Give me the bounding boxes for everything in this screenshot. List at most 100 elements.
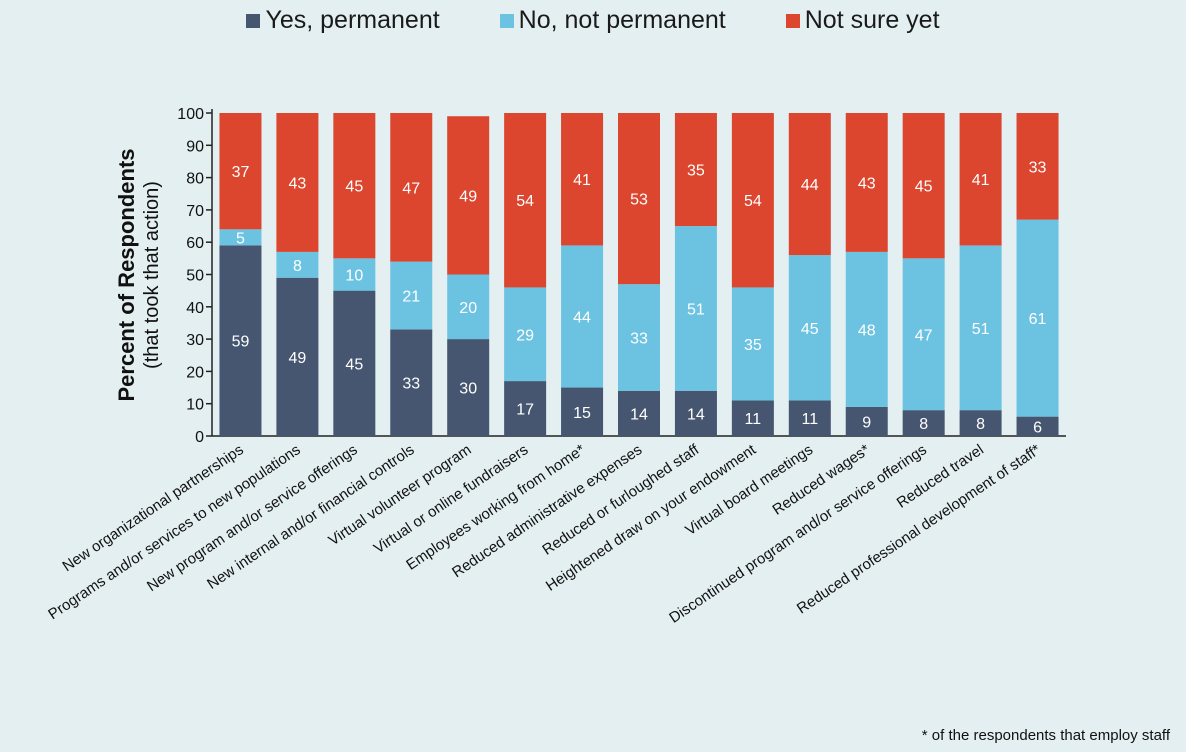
data-label: 10 [345, 268, 363, 285]
bar-segment [504, 113, 547, 288]
data-label: 11 [801, 411, 818, 428]
bar-segment [788, 400, 831, 436]
x-tick-label: Discontinued program and/or service offe… [666, 441, 930, 627]
data-label: 47 [915, 327, 933, 344]
y-tick-label: 70 [186, 203, 204, 220]
data-label: 45 [801, 321, 819, 338]
y-tick-label: 100 [177, 106, 204, 123]
bar-segment [845, 406, 888, 436]
y-tick-label: 20 [186, 364, 204, 381]
x-tick-label: New internal and/or financial controls [204, 441, 417, 593]
bar-segment [447, 274, 490, 340]
bar-segment [276, 277, 319, 436]
bar-segment [902, 258, 945, 411]
data-label: 20 [459, 300, 477, 317]
data-label: 47 [402, 180, 420, 197]
bar-segment [447, 116, 490, 275]
legend-item-yes-permanent: Yes, permanent [246, 6, 440, 35]
y-tick-label: 0 [195, 429, 204, 446]
y-axis-title: Percent of Respondents (that took that a… [114, 148, 163, 401]
data-label: 14 [630, 406, 648, 423]
bar-segment [788, 113, 831, 256]
data-label: 41 [972, 172, 990, 189]
bar-segment [731, 113, 774, 288]
legend-item-not-sure-yet: Not sure yet [785, 6, 940, 35]
bar-segment [902, 410, 945, 436]
data-label: 44 [573, 309, 591, 326]
bar-segment [504, 381, 547, 436]
data-label: 8 [293, 258, 302, 275]
bar-segment [731, 287, 774, 401]
legend-swatch-yes-permanent [246, 13, 261, 28]
y-tick-label: 50 [186, 268, 204, 285]
data-label: 11 [745, 411, 762, 428]
bar-segment [674, 390, 717, 436]
data-label: 35 [744, 337, 762, 354]
bar-segment [618, 113, 660, 285]
bar-segment [674, 226, 717, 391]
legend-label-yes-permanent: Yes, permanent [265, 6, 440, 34]
bar-segment [1016, 113, 1059, 220]
bar-segment [731, 400, 774, 436]
data-label: 9 [862, 414, 871, 431]
data-label: 45 [345, 356, 363, 373]
legend-label-not-sure-yet: Not sure yet [804, 6, 940, 34]
bar-segment [276, 251, 319, 278]
footnote: * of the respondents that employ staff [921, 727, 1170, 744]
data-label: 14 [687, 406, 705, 423]
bar-segment [561, 387, 604, 436]
data-label: 43 [858, 175, 876, 192]
y-tick-label: 10 [186, 397, 204, 414]
bar-segment [561, 245, 604, 388]
legend-swatch-not-sure-yet [785, 13, 800, 28]
bar-segment [618, 284, 660, 391]
bar-segment [1016, 219, 1059, 417]
y-axis-sublabel: (that took that action) [141, 181, 163, 369]
bar-segment [276, 113, 319, 252]
data-label: 6 [1033, 419, 1042, 436]
data-label: 29 [516, 327, 534, 344]
bar-segment [504, 287, 547, 382]
bar-segment [618, 390, 660, 436]
data-label: 49 [459, 188, 477, 205]
x-tick-label: New program and/or service offerings [144, 441, 361, 595]
legend-item-no-not-permanent: No, not permanent [499, 6, 726, 35]
legend-swatch-no-not-permanent [499, 13, 514, 28]
bar-segment [845, 113, 888, 252]
bar-segment [219, 245, 262, 436]
data-label: 49 [289, 350, 307, 367]
bar-segment [1016, 416, 1059, 436]
y-tick-label: 30 [186, 332, 204, 349]
y-tick-label: 40 [186, 300, 204, 317]
data-label: 17 [516, 402, 534, 419]
bar-segment [447, 339, 490, 436]
bar-segment [561, 113, 604, 246]
bar-segment [219, 229, 262, 246]
bar-segment [390, 113, 433, 262]
y-axis-label: Percent of Respondents [114, 148, 139, 401]
x-tick-label: Programs and/or services to new populati… [45, 441, 303, 623]
bar-segment [845, 251, 888, 407]
x-axis-labels: New organizational partnershipsPrograms … [45, 441, 1044, 627]
data-label: 51 [972, 321, 990, 338]
bar-segment [959, 245, 1002, 411]
bar-segment [219, 113, 262, 230]
data-label: 8 [976, 416, 985, 433]
bar-segment [959, 113, 1002, 246]
data-label: 45 [345, 179, 363, 196]
data-label: 41 [573, 172, 591, 189]
data-label: 48 [858, 322, 876, 339]
legend-label-no-not-permanent: No, not permanent [518, 6, 726, 34]
data-label: 33 [630, 330, 648, 347]
y-tick-label: 80 [186, 171, 204, 188]
y-tick-label: 60 [186, 235, 204, 252]
data-label: 5 [236, 230, 245, 247]
bars: 59 5 37 49 8 43 45 10 45 33 21 47 30 20 49 17 29 54 15 44 41… [219, 113, 1059, 436]
bar-segment [333, 113, 376, 259]
data-label: 44 [801, 177, 819, 194]
y-tick-label: 90 [186, 138, 204, 155]
data-label: 54 [744, 193, 762, 210]
bar-segment [390, 261, 433, 330]
bar-segment [674, 113, 717, 227]
